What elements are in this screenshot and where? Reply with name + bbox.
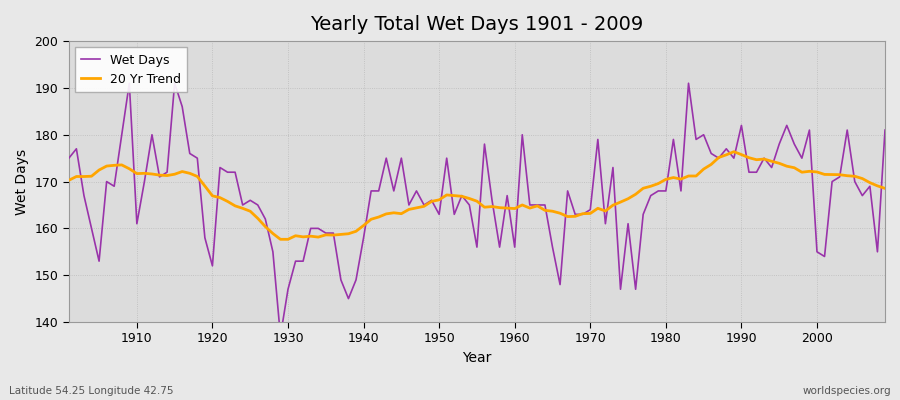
Text: worldspecies.org: worldspecies.org — [803, 386, 891, 396]
20 Yr Trend — [608, 203, 618, 208]
Title: Yearly Total Wet Days 1901 - 2009: Yearly Total Wet Days 1901 - 2009 — [310, 15, 644, 34]
Wet Days — [63, 156, 74, 160]
Legend: Wet Days, 20 Yr Trend: Wet Days, 20 Yr Trend — [75, 47, 187, 92]
Wet Days — [351, 278, 362, 282]
20 Yr Trend — [275, 237, 286, 242]
Wet Days — [879, 128, 890, 132]
X-axis label: Year: Year — [463, 351, 491, 365]
Line: Wet Days: Wet Days — [68, 83, 885, 336]
Wet Days — [275, 334, 286, 338]
20 Yr Trend — [509, 206, 520, 211]
Wet Days — [124, 81, 135, 86]
Wet Days — [517, 132, 527, 137]
Line: 20 Yr Trend: 20 Yr Trend — [68, 152, 885, 239]
20 Yr Trend — [298, 234, 309, 239]
20 Yr Trend — [728, 149, 739, 154]
Wet Days — [131, 221, 142, 226]
Y-axis label: Wet Days: Wet Days — [15, 148, 29, 215]
20 Yr Trend — [124, 166, 135, 171]
20 Yr Trend — [63, 178, 74, 183]
Wet Days — [615, 287, 626, 292]
Wet Days — [305, 226, 316, 231]
Wet Days — [525, 202, 535, 207]
20 Yr Trend — [343, 231, 354, 236]
20 Yr Trend — [879, 186, 890, 191]
Text: Latitude 54.25 Longitude 42.75: Latitude 54.25 Longitude 42.75 — [9, 386, 174, 396]
20 Yr Trend — [517, 202, 527, 207]
